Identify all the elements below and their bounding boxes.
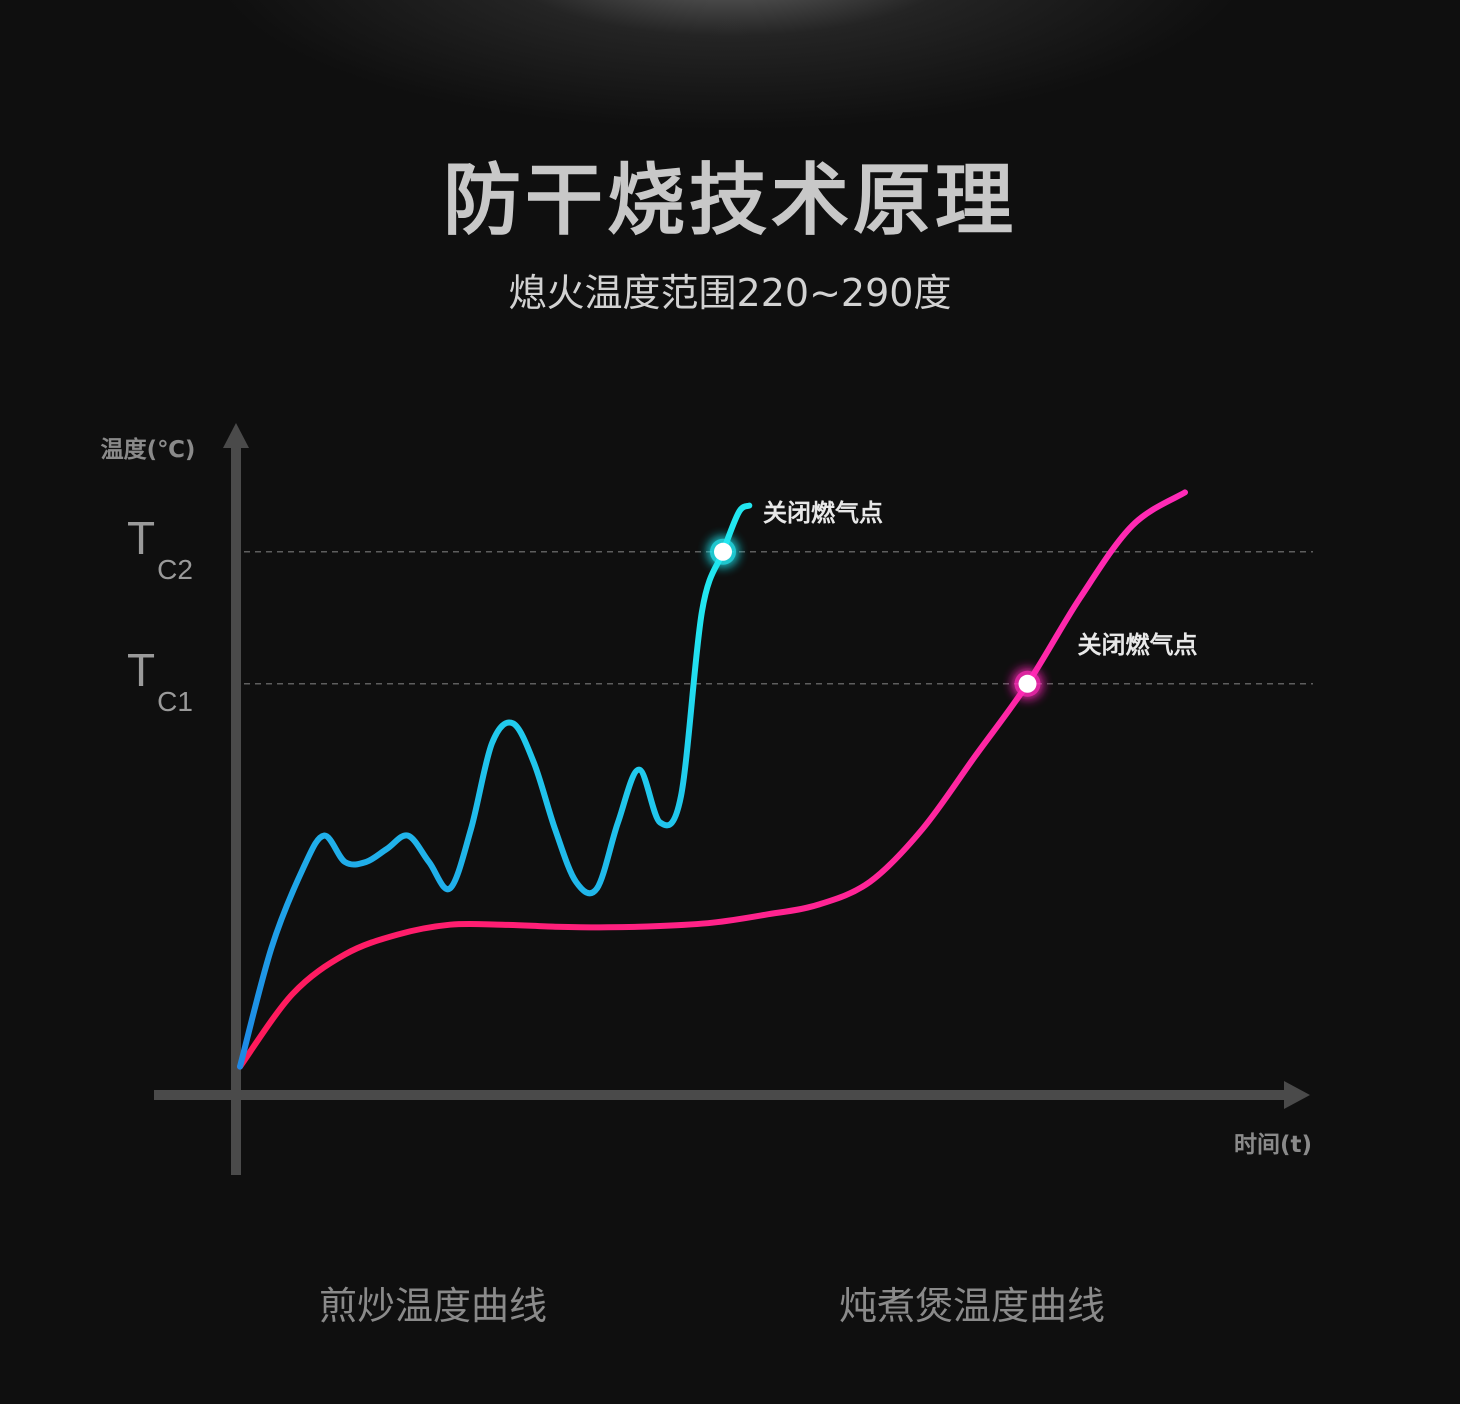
cutoff-label-1: 关闭燃气点 [1078, 631, 1198, 659]
page-title: 防干烧技术原理 [442, 156, 1017, 246]
reference-label-c1: TC1 [127, 644, 193, 717]
reference-label-c2: TC2 [127, 512, 193, 585]
legend-label-stir-fry: 煎炒温度曲线 [318, 1284, 547, 1328]
page-subtitle: 熄火温度范围220~290度 [508, 271, 952, 315]
legend-label-stew: 炖煮煲温度曲线 [838, 1284, 1105, 1328]
cutoff-marker-0 [714, 542, 732, 561]
cutoff-label-0: 关闭燃气点 [763, 499, 883, 527]
series-line-stir-fry [237, 502, 753, 1070]
x-axis-arrow [1284, 1081, 1310, 1109]
cutoff-marker-1 [1018, 674, 1037, 693]
series-layer [237, 489, 1188, 1070]
x-axis-label: 时间(t) [1234, 1132, 1312, 1158]
y-axis-label: 温度(℃) [101, 436, 196, 463]
reference-lines: TC2 TC1 [127, 512, 1313, 717]
y-axis-arrow [223, 423, 249, 448]
series-line-stew [237, 489, 1188, 1070]
